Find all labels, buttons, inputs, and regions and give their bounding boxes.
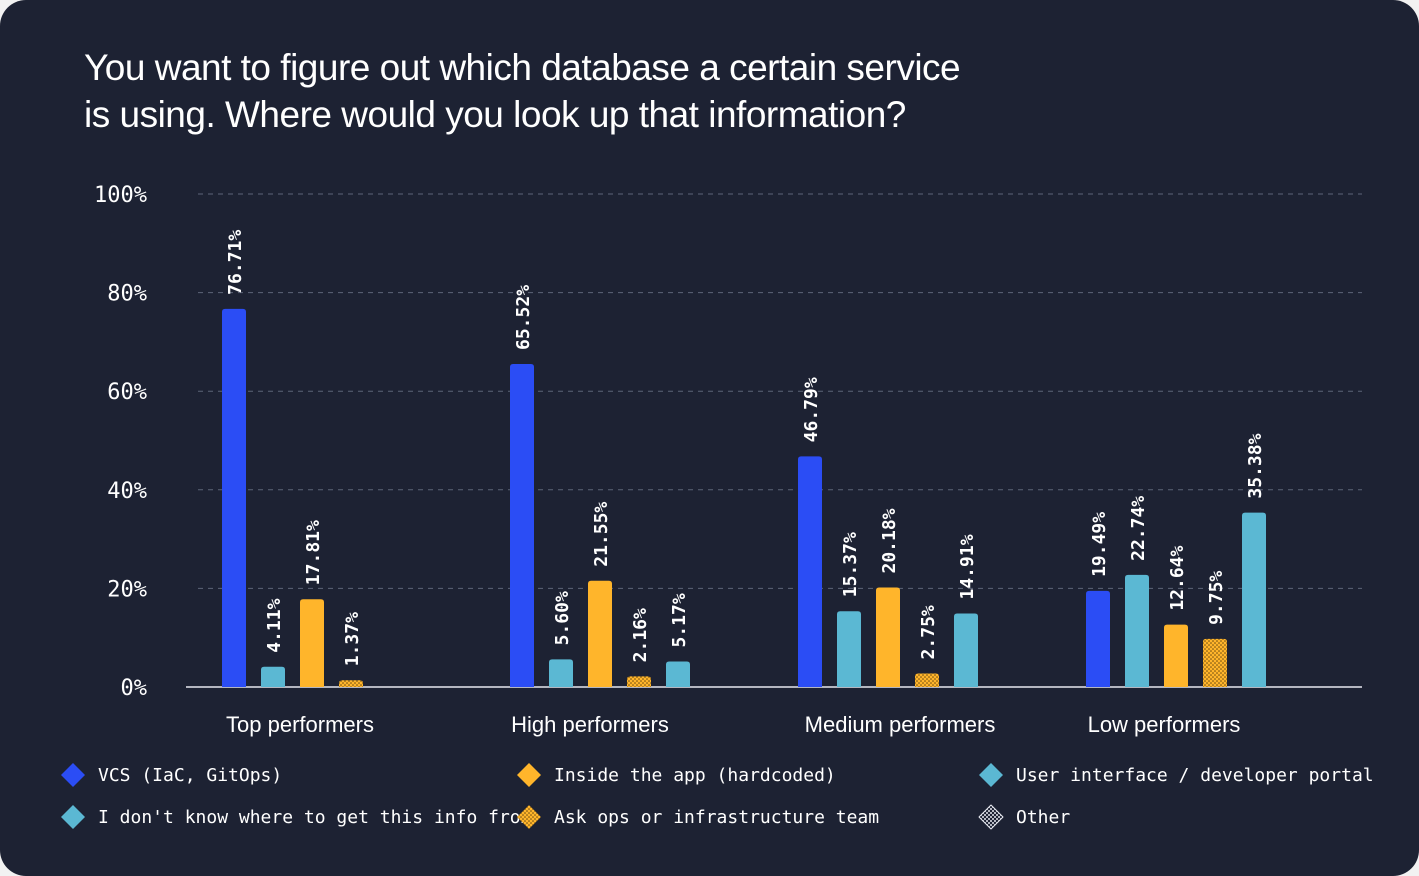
y-tick-label: 20% bbox=[107, 577, 147, 602]
data-label: 5.60% bbox=[552, 591, 573, 645]
data-label: 21.55% bbox=[591, 502, 612, 567]
y-tick-label: 80% bbox=[107, 282, 147, 307]
bar bbox=[876, 587, 900, 687]
data-label: 2.75% bbox=[918, 605, 939, 659]
data-label: 65.52% bbox=[513, 285, 534, 350]
data-label: 1.37% bbox=[342, 612, 363, 666]
data-label: 46.79% bbox=[801, 377, 822, 442]
chart-title: You want to figure out which database a … bbox=[84, 44, 1084, 138]
chart-title-line-1: You want to figure out which database a … bbox=[84, 47, 961, 88]
bar bbox=[798, 456, 822, 687]
data-label: 19.49% bbox=[1089, 512, 1110, 577]
data-label: 76.71% bbox=[225, 230, 246, 295]
bar bbox=[837, 611, 861, 687]
data-label: 35.38% bbox=[1245, 433, 1266, 498]
x-category-label: Medium performers bbox=[805, 712, 996, 737]
data-label: 4.11% bbox=[264, 598, 285, 652]
data-label: 9.75% bbox=[1206, 571, 1227, 625]
bar bbox=[222, 308, 246, 687]
data-label: 22.74% bbox=[1128, 496, 1149, 561]
data-label: 15.37% bbox=[840, 532, 861, 597]
gridlines bbox=[186, 193, 1362, 688]
bar bbox=[261, 666, 285, 687]
bar bbox=[588, 580, 612, 687]
y-tick-label: 0% bbox=[121, 676, 148, 701]
y-tick-label: 60% bbox=[107, 380, 147, 405]
bar bbox=[1203, 638, 1227, 687]
bar bbox=[510, 363, 534, 687]
bar bbox=[666, 661, 690, 687]
y-axis: 0% 20% 40% 60% 80% 100% bbox=[94, 183, 147, 701]
bar bbox=[1086, 590, 1110, 687]
data-label: 2.16% bbox=[630, 608, 651, 662]
bar bbox=[1125, 574, 1149, 687]
data-label: 14.91% bbox=[957, 534, 978, 599]
bar bbox=[627, 676, 651, 687]
data-label: 12.64% bbox=[1167, 546, 1188, 611]
bar bbox=[915, 673, 939, 687]
data-label: 17.81% bbox=[303, 520, 324, 585]
x-category-label: High performers bbox=[511, 712, 669, 737]
y-tick-label: 40% bbox=[107, 479, 147, 504]
bar bbox=[1164, 624, 1188, 687]
data-labels: 76.71% 4.11% 17.81% 1.37% 65.52% 5.60% 21.55% 2… bbox=[225, 230, 1266, 667]
x-category-label: Low performers bbox=[1088, 712, 1241, 737]
bar bbox=[339, 680, 363, 687]
data-label: 20.18% bbox=[879, 508, 900, 573]
data-label: 5.17% bbox=[669, 593, 690, 647]
bars bbox=[222, 308, 1266, 687]
bar bbox=[300, 599, 324, 687]
x-axis: Top performers High performers Medium perf… bbox=[226, 712, 1240, 737]
bar bbox=[549, 659, 573, 687]
chart-title-line-2: is using. Where would you look up that i… bbox=[84, 94, 906, 135]
x-category-label: Top performers bbox=[226, 712, 374, 737]
bar bbox=[1242, 512, 1266, 687]
bar bbox=[954, 613, 978, 687]
y-tick-label: 100% bbox=[94, 183, 147, 208]
